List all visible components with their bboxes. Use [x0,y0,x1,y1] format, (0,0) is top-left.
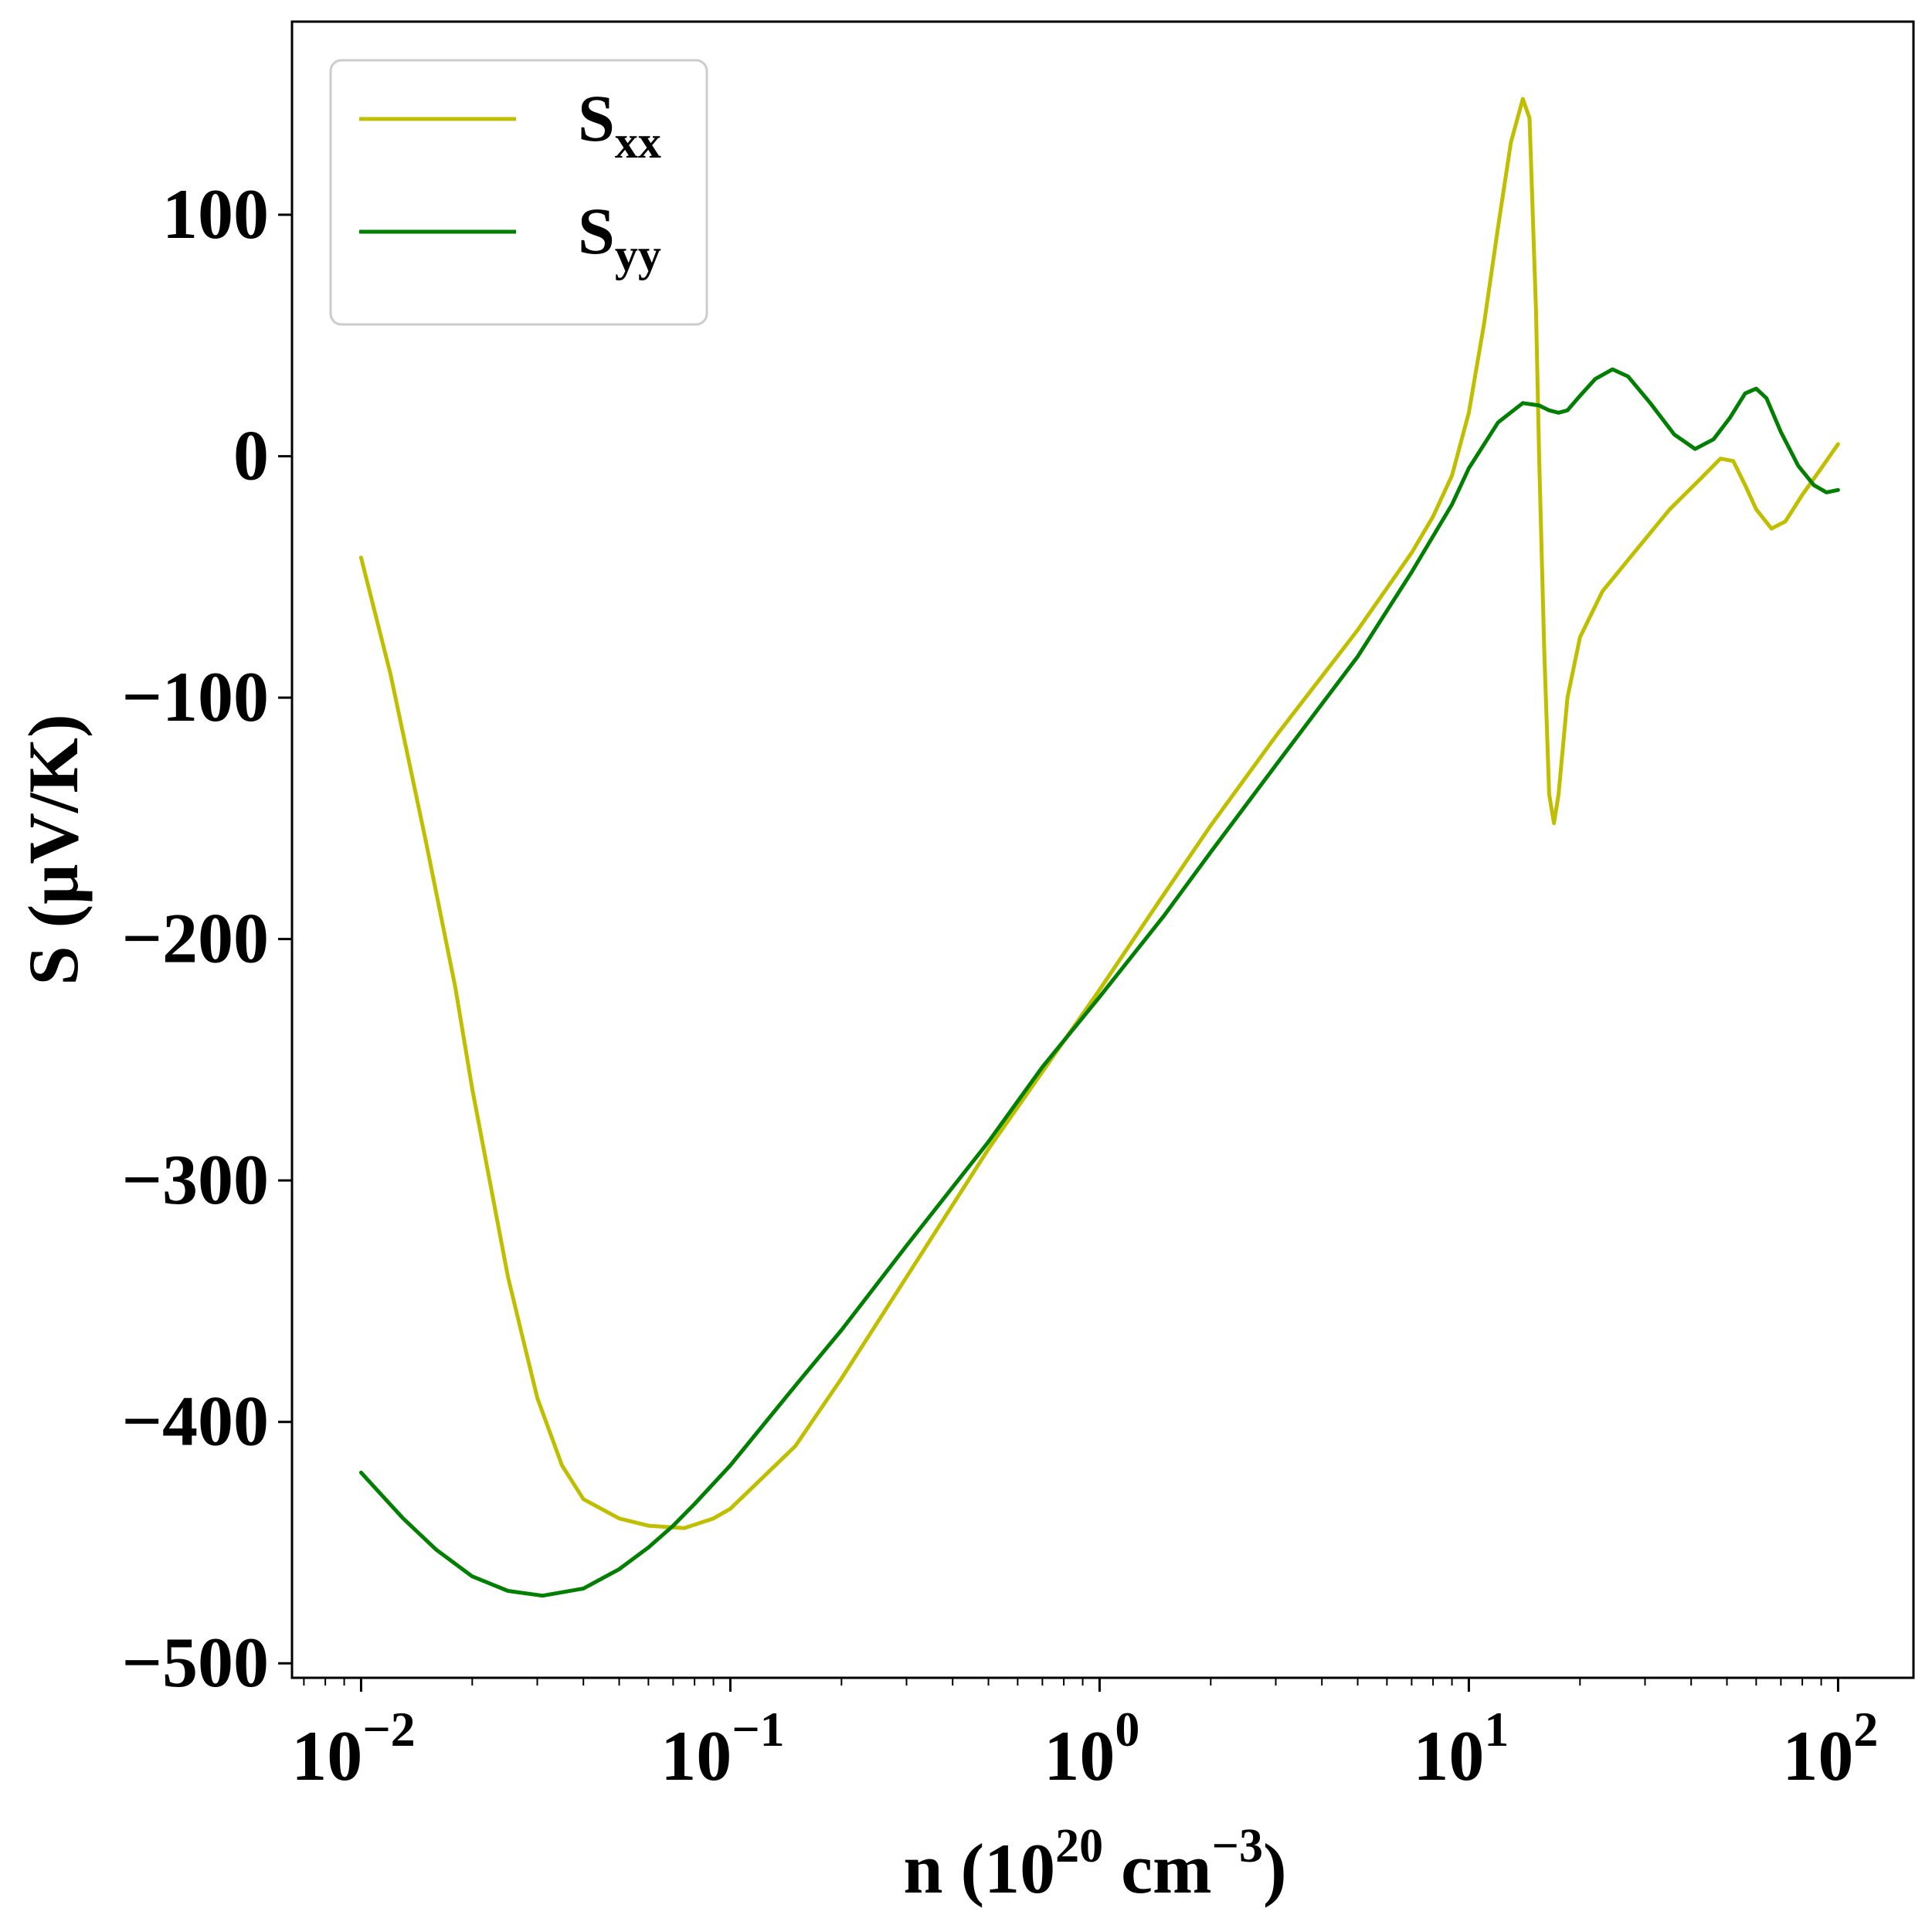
series-line-sxx [358,97,1840,1530]
x-tick-label-exponent: 2 [1853,1702,1878,1757]
plot-lines [358,97,1840,1598]
legend-label-sxx: Sxx [578,81,661,168]
y-tick-label: −300 [122,1140,269,1219]
x-tick-label: 102 [1782,1702,1878,1795]
x-axis-label-prefix: n (10 [903,1829,1055,1908]
x-tick-label: 101 [1413,1702,1509,1795]
x-tick-label-base: 10 [291,1716,362,1795]
x-major-ticks: 10−2 10−1 100 101 102 [291,1678,1878,1795]
legend-label-syy-main: S [578,194,615,268]
x-tick-label-base: 10 [1782,1716,1853,1795]
x-axis-label-sup1: 20 [1055,1820,1103,1872]
y-axis-label: S (μV/K) [14,714,93,985]
x-axis-label-suffix: ) [1263,1829,1287,1908]
x-tick-label: 100 [1044,1702,1139,1795]
legend: Sxx Syy [329,59,708,326]
series-line-syy [358,367,1840,1598]
x-tick-label-base: 10 [660,1716,732,1795]
x-tick-label-exponent: 1 [1484,1702,1509,1757]
legend-box [329,59,708,326]
y-tick-label: 0 [233,416,269,495]
x-minor-ticks [303,1678,1822,1686]
plot-frame [290,20,1915,1679]
x-tick-label-base: 10 [1044,1716,1115,1795]
legend-label-sxx-main: S [578,81,615,155]
y-tick-label: 100 [162,175,269,253]
x-tick-label-exponent: −2 [362,1702,415,1757]
x-tick-label: 10−1 [660,1702,784,1795]
y-ticks: 100 0 −100 −200 −300 −400 −500 [122,175,292,1702]
y-tick-label: −400 [122,1382,269,1461]
y-tick-label: −200 [122,899,269,978]
legend-label-syy-sub: yy [615,229,661,280]
x-tick-label-base: 10 [1413,1716,1484,1795]
y-tick-label: −100 [122,657,269,736]
x-tick-label-exponent: 0 [1115,1702,1139,1757]
x-tick-label: 10−2 [291,1702,415,1795]
x-tick-label-exponent: −1 [732,1702,784,1757]
legend-label-sxx-sub: xx [615,117,661,168]
x-axis-label-sup2: −3 [1212,1820,1263,1872]
x-axis-label: n (1020 cm−3) [903,1820,1286,1908]
y-tick-label: −500 [122,1623,269,1702]
legend-label-syy: Syy [578,194,661,280]
x-axis-label-mid: cm [1103,1829,1211,1908]
